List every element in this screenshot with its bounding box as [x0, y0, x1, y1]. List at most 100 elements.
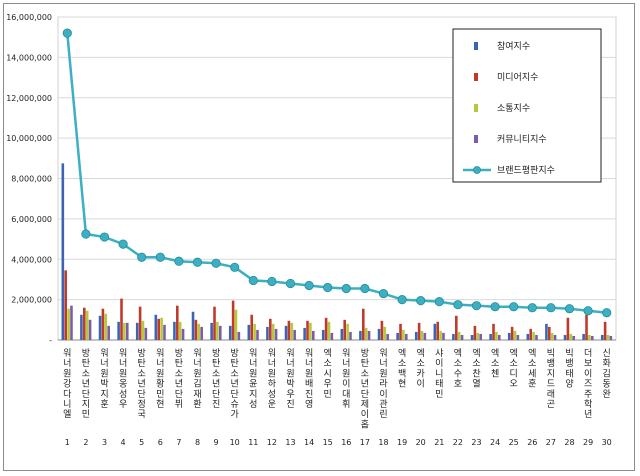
brand-reputation-point	[397, 295, 407, 305]
brand-reputation-point	[546, 303, 556, 313]
brand-reputation-point	[453, 300, 463, 310]
bar-3	[197, 323, 201, 340]
bar-1	[247, 324, 251, 340]
legend-swatch	[474, 135, 478, 143]
bar-3	[327, 321, 331, 340]
bar-3	[85, 310, 89, 340]
bar-4	[163, 324, 166, 340]
bar-2	[585, 314, 588, 340]
x-index-label: 3	[102, 438, 107, 447]
x-index-label: 11	[248, 438, 258, 447]
bar-2	[566, 317, 570, 340]
y-tick-label: -	[49, 336, 52, 345]
bar-1	[210, 322, 213, 340]
x-index-label: 19	[397, 438, 407, 447]
bar-4	[218, 325, 222, 340]
bar-1	[582, 333, 585, 340]
brand-reputation-point	[490, 302, 500, 312]
brand-reputation-point	[192, 257, 203, 267]
y-tick-label: 12,000,000	[6, 94, 52, 103]
bar-2	[399, 323, 402, 340]
bar-1	[173, 321, 176, 340]
x-index-label: 7	[176, 438, 181, 447]
x-index-label: 1	[65, 438, 70, 447]
bar-3	[476, 332, 480, 340]
bar-2	[548, 326, 551, 340]
bar-2	[343, 319, 346, 340]
bar-1	[135, 322, 139, 340]
x-index-label: 30	[602, 438, 612, 447]
bar-4	[479, 333, 482, 340]
bar-2	[231, 300, 235, 340]
legend-label: 미디어지수	[497, 72, 538, 83]
x-index-label: 2	[83, 438, 88, 447]
brand-reputation-point	[564, 304, 575, 314]
bar-1	[266, 326, 269, 340]
bar-3	[216, 321, 219, 340]
brand-reputation-point	[230, 262, 240, 272]
x-index-label: 10	[230, 438, 240, 447]
bar-3	[271, 323, 275, 340]
bar-3	[346, 323, 349, 340]
bar-1	[98, 315, 102, 340]
bar-2	[83, 307, 86, 340]
brand-reputation-point	[602, 308, 612, 318]
bar-2	[436, 321, 439, 340]
bar-4	[553, 334, 557, 340]
x-index-label: 24	[490, 438, 500, 447]
y-tick-label: 4,000,000	[11, 255, 52, 264]
brand-reputation-point	[211, 258, 221, 268]
x-index-label: 18	[378, 438, 388, 447]
x-index-label: 4	[121, 438, 126, 447]
bar-4	[293, 329, 296, 340]
y-tick-label: 8,000,000	[11, 175, 52, 184]
legend-swatch	[474, 104, 478, 112]
brand-reputation-point	[174, 256, 184, 266]
bar-1	[377, 328, 381, 340]
brand-reputation-point	[434, 297, 444, 307]
bar-3	[178, 321, 182, 340]
bar-4	[497, 334, 501, 340]
brand-reputation-point	[99, 232, 110, 242]
bar-1	[489, 333, 492, 340]
x-index-label: 21	[434, 438, 444, 447]
bar-1	[284, 325, 288, 340]
brand-reputation-point	[471, 301, 482, 311]
bar-3	[532, 331, 535, 340]
bar-3	[309, 322, 312, 340]
x-index-label: 22	[453, 438, 463, 447]
bar-3	[513, 330, 517, 340]
brand-reputation-point	[285, 278, 296, 289]
bar-4	[423, 332, 427, 340]
brand-reputation-point	[118, 239, 128, 249]
y-tick-label: 16,000,000	[6, 13, 52, 22]
bar-3	[439, 330, 442, 340]
legend-label: 참여지수	[497, 40, 530, 52]
bar-4	[404, 333, 408, 340]
bar-3	[606, 334, 610, 340]
bar-4	[460, 334, 464, 340]
bar-2	[64, 270, 67, 340]
bar-3	[383, 326, 387, 340]
legend-label: 소통지수	[497, 103, 530, 114]
x-index-label: 12	[267, 438, 277, 447]
bar-3	[420, 330, 424, 340]
bar-3	[104, 313, 108, 340]
brand-reputation-point	[304, 280, 314, 291]
bar-3	[457, 331, 461, 340]
